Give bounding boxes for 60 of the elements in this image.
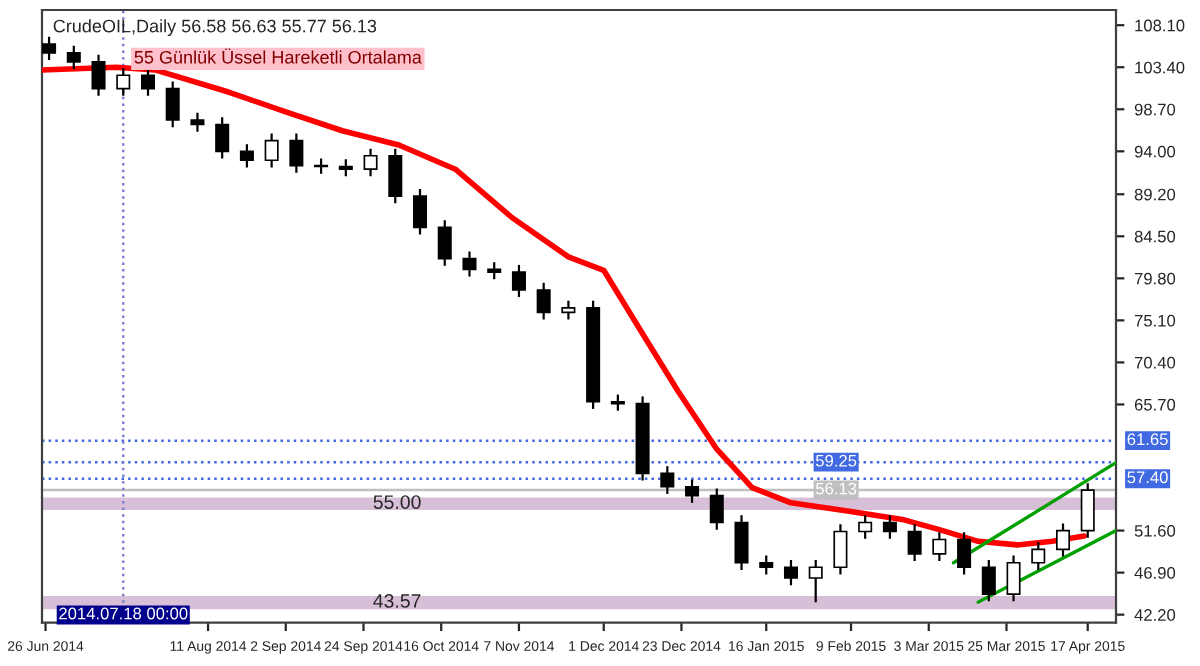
candlestick [734,514,749,572]
candlestick [264,132,279,169]
candlestick [783,558,798,587]
candlestick [462,250,477,278]
candlestick [833,523,848,576]
ref-line-label: 61.65 [1127,433,1168,446]
y-tick-label: 42.20 [1134,609,1176,621]
candlestick [215,116,230,160]
candlestick [388,147,403,205]
y-tick-label: 46.90 [1134,567,1176,579]
candlestick [91,53,106,97]
candlestick [709,487,724,531]
y-tick-label: 94.00 [1134,145,1176,158]
y-tick-label: 79.80 [1134,272,1176,285]
y-tick-label: 98.70 [1134,103,1176,116]
y-tick-label: 84.50 [1134,230,1176,243]
candlestick [1006,554,1021,603]
candlestick [957,531,972,576]
y-tick-label: 108.10 [1135,19,1185,32]
candlestick [660,465,675,496]
ref-line-label: 2014.07.18 00:00 [59,607,188,620]
band-label: 55.00 [373,495,421,509]
candlestick [66,44,81,71]
candlestick [685,478,700,504]
y-tick-label: 75.10 [1134,314,1176,327]
candlestick [759,554,774,576]
y-tick-label: 89.20 [1134,188,1176,201]
candlestick [932,531,947,563]
y-tick-label: 65.70 [1134,398,1176,411]
y-tick-label: 51.60 [1134,524,1176,537]
y-tick-label: 103.40 [1135,61,1185,74]
candlestick [1055,522,1071,558]
band-label: 43.57 [373,594,421,608]
candlestick [882,514,897,540]
series-label: 55 Günlük Üssel Hareketli Ortalama [134,48,422,64]
candlestick [190,111,205,133]
candlestick [536,281,551,321]
ref-line-label: 59.25 [815,454,857,467]
ref-line-label: 57.40 [1127,471,1168,484]
candlestick [42,35,57,62]
ref-line-label: 56.13 [815,482,857,495]
candlestick [561,299,576,321]
candlestick [437,219,452,267]
candlestick [981,558,996,603]
candlestick [1031,541,1046,572]
candlestick [413,187,428,236]
candlestick [858,514,873,540]
y-tick-label: 70.40 [1134,356,1176,369]
candlestick [239,143,254,169]
candlestick [116,67,131,97]
candlestick [363,147,378,178]
candlestick [1080,482,1095,539]
candlestick [907,523,922,563]
candlestick [140,67,156,97]
candlestick [289,132,304,174]
candlestick [808,558,823,604]
candlestick [165,80,180,129]
candlestick [511,263,526,299]
line-series [42,64,1087,548]
chart-title: CrudeOIL,Daily 56.58 56.63 55.77 56.13 [53,19,377,37]
